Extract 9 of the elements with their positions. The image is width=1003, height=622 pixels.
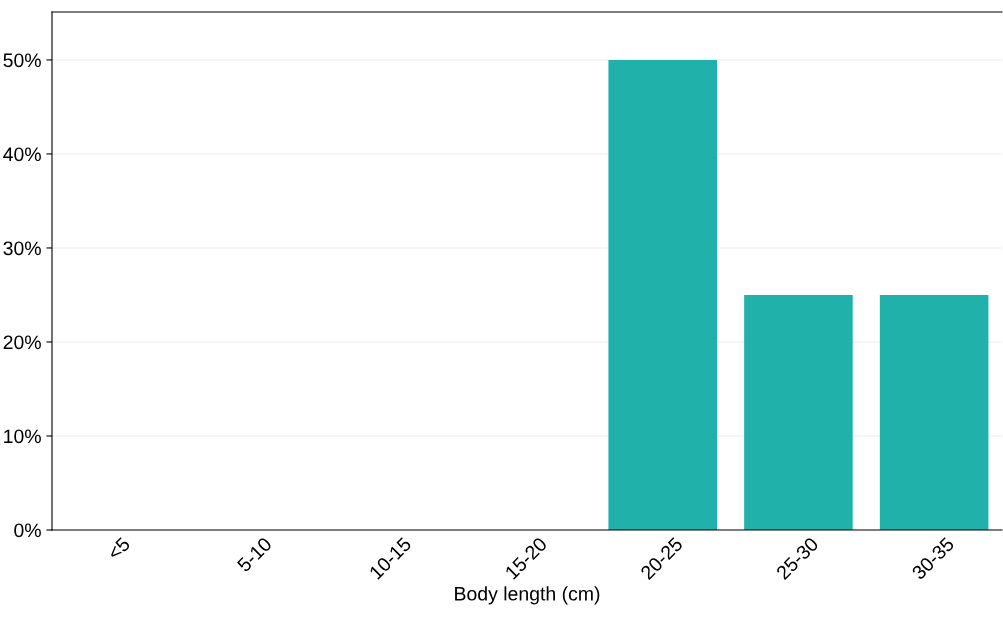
x-tick-label: <5 [106,536,131,561]
y-tick-label: 10% [4,429,41,444]
y-tick-label: 30% [3,241,41,256]
y-tick-label: 0% [14,523,41,538]
x-axis-title: Body length (cm) [455,586,600,605]
y-tick-label: 40% [3,147,41,162]
x-tick-label: 5-10 [236,536,273,573]
y-tick-label: 50% [3,53,41,68]
y-tick-label: 20% [3,335,41,350]
